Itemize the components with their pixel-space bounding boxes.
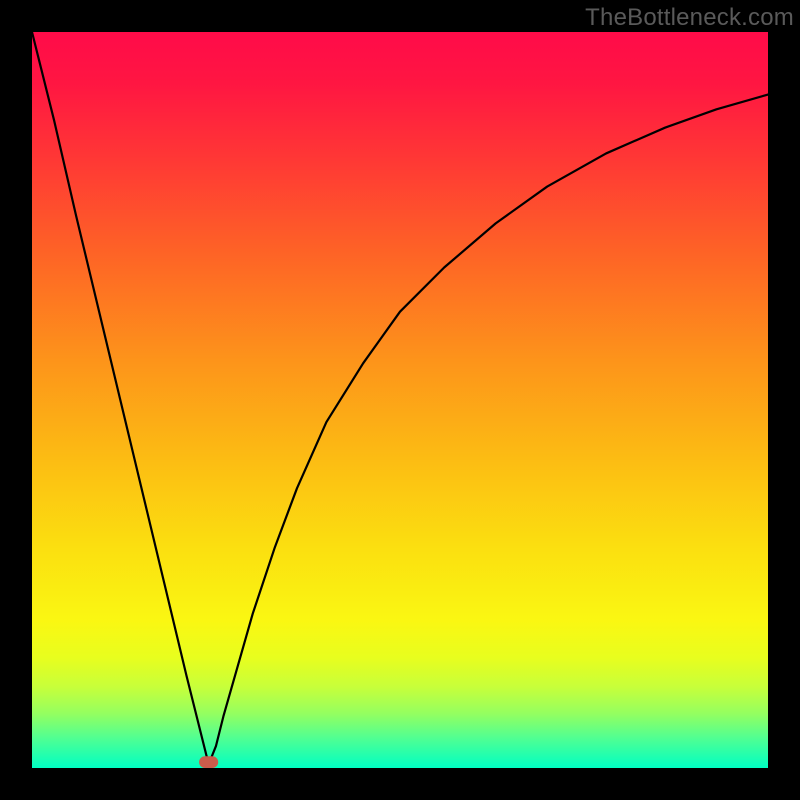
watermark-text: TheBottleneck.com: [585, 4, 794, 32]
bottleneck-chart: TheBottleneck.com: [0, 0, 800, 800]
minimum-marker: [199, 756, 218, 768]
chart-svg: [0, 0, 800, 800]
plot-background: [32, 32, 768, 768]
